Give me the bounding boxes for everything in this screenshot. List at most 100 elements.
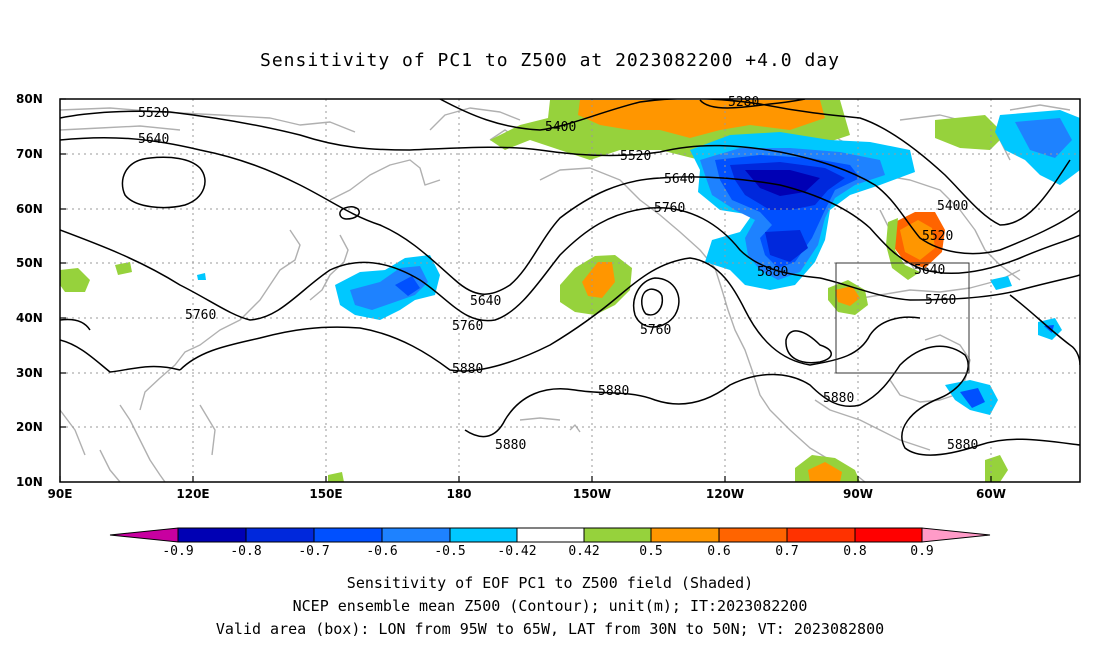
- colorbar-swatch: [245, 527, 315, 543]
- contour-5760: [641, 288, 664, 316]
- lon-label: 120W: [705, 487, 745, 501]
- colorbar-label: -0.6: [366, 544, 398, 559]
- contour-label: 5640: [914, 263, 945, 278]
- contour-label: 5760: [654, 201, 685, 216]
- contour-5400: [439, 99, 1071, 226]
- colorbar-label: 0.8: [843, 544, 867, 559]
- lon-label: 90W: [843, 487, 873, 501]
- shade-positive: [578, 100, 825, 138]
- contour-labels: 5280 5400 5520 5640 5520 5640 5760 5400 …: [138, 95, 978, 453]
- contour-label: 5880: [823, 391, 854, 406]
- shade-negative: [350, 266, 428, 310]
- shade-positive: [835, 286, 860, 306]
- lat-label: 80N: [16, 92, 43, 106]
- lat-label: 10N: [16, 475, 43, 489]
- z500-contours: [60, 99, 1080, 456]
- caption-line-3: Valid area (box): LON from 95W to 65W, L…: [215, 620, 885, 638]
- contour-5880: [785, 330, 832, 364]
- colorbar-swatch: [854, 527, 923, 543]
- colorbar-swatch: [381, 527, 451, 543]
- shade-positive: [582, 262, 615, 298]
- contour-label: 5400: [937, 199, 968, 214]
- colorbar-label: 0.6: [707, 544, 731, 559]
- shade-positive: [900, 220, 935, 260]
- contour-label: 5880: [452, 362, 483, 377]
- lon-label: 150W: [572, 487, 612, 501]
- lat-lon-grid: [60, 99, 1080, 482]
- lon-label: 180: [446, 487, 472, 501]
- colorbar-label: -0.5: [434, 544, 466, 559]
- contour-label: 5520: [138, 106, 169, 121]
- shade-positive: [328, 472, 344, 482]
- lon-label: 60W: [976, 487, 1006, 501]
- contour-label: 5760: [452, 319, 483, 334]
- shade-negative: [1044, 325, 1054, 333]
- lat-label: 50N: [16, 256, 43, 270]
- plot-frame: [59, 98, 1081, 483]
- contour-5520: [60, 110, 1080, 255]
- contour-label: 5400: [545, 120, 576, 135]
- contour-label: 5640: [470, 294, 501, 309]
- shade-positive: [935, 115, 1005, 150]
- contour-5640: [60, 136, 1080, 295]
- map-title: Sensitivity of PC1 to Z500 at 2023082200…: [259, 50, 840, 71]
- colorbar-swatch: [718, 527, 788, 543]
- contour-label: 5640: [664, 172, 695, 187]
- contour-label: 5880: [757, 265, 788, 280]
- colorbar: [109, 527, 991, 543]
- contour-5880: [179, 257, 921, 372]
- contour-label: 5880: [495, 438, 526, 453]
- contour-label: 5520: [620, 149, 651, 164]
- colorbar-swatch: [650, 527, 720, 543]
- shade-positive: [115, 262, 132, 275]
- contour-5880: [464, 345, 1080, 456]
- contour-label: 5760: [185, 308, 216, 323]
- shade-negative: [395, 276, 420, 296]
- lon-label: 150E: [309, 487, 343, 501]
- contour-label: 5520: [922, 229, 953, 244]
- colorbar-swatch: [786, 527, 856, 543]
- colorbar-swatch: [313, 527, 383, 543]
- colorbar-label: 0.42: [568, 544, 600, 559]
- shade-negative: [765, 230, 808, 262]
- colorbar-swatch: [583, 527, 652, 543]
- shade-negative: [960, 388, 985, 408]
- colorbar-swatch: [109, 527, 179, 543]
- shade-negative: [990, 276, 1012, 290]
- lon-label: 90E: [47, 487, 73, 501]
- contour-label: 5640: [138, 132, 169, 147]
- contour-5760: [60, 206, 1080, 322]
- shade-negative: [1015, 118, 1072, 158]
- lat-label: 30N: [16, 366, 43, 380]
- shade-positive: [886, 218, 920, 280]
- shade-negative: [745, 170, 820, 196]
- colorbar-label: -0.7: [298, 544, 330, 559]
- colorbar-swatch: [921, 527, 991, 543]
- lat-label: 60N: [16, 202, 43, 216]
- lon-label: 120E: [176, 487, 210, 501]
- contour-label: 5760: [640, 323, 671, 338]
- lat-label: 20N: [16, 420, 43, 434]
- contour-small: [339, 205, 360, 220]
- colorbar-swatch: [449, 527, 518, 543]
- contour-label: 5280: [728, 95, 759, 110]
- shade-positive: [808, 462, 842, 482]
- colorbar-label: -0.42: [497, 544, 537, 559]
- colorbar-swatch: [177, 527, 247, 543]
- colorbar-label: -0.9: [162, 544, 194, 559]
- contour-label: 5880: [947, 438, 978, 453]
- shade-negative: [197, 273, 206, 280]
- colorbar-label: -0.8: [230, 544, 262, 559]
- contour-5760: [633, 277, 680, 328]
- axis-ticks: [59, 98, 992, 482]
- contour-5880: [60, 339, 181, 373]
- colorbar-label: 0.7: [775, 544, 799, 559]
- colorbar-swatch: [516, 527, 585, 543]
- caption-line-1: Sensitivity of EOF PC1 to Z500 field (Sh…: [346, 574, 754, 592]
- shade-positive: [60, 268, 90, 292]
- caption-line-2: NCEP ensemble mean Z500 (Contour); unit(…: [292, 597, 808, 615]
- contour-label: 5880: [598, 384, 629, 399]
- contour-5880: [60, 318, 91, 331]
- contour-label: 5760: [925, 293, 956, 308]
